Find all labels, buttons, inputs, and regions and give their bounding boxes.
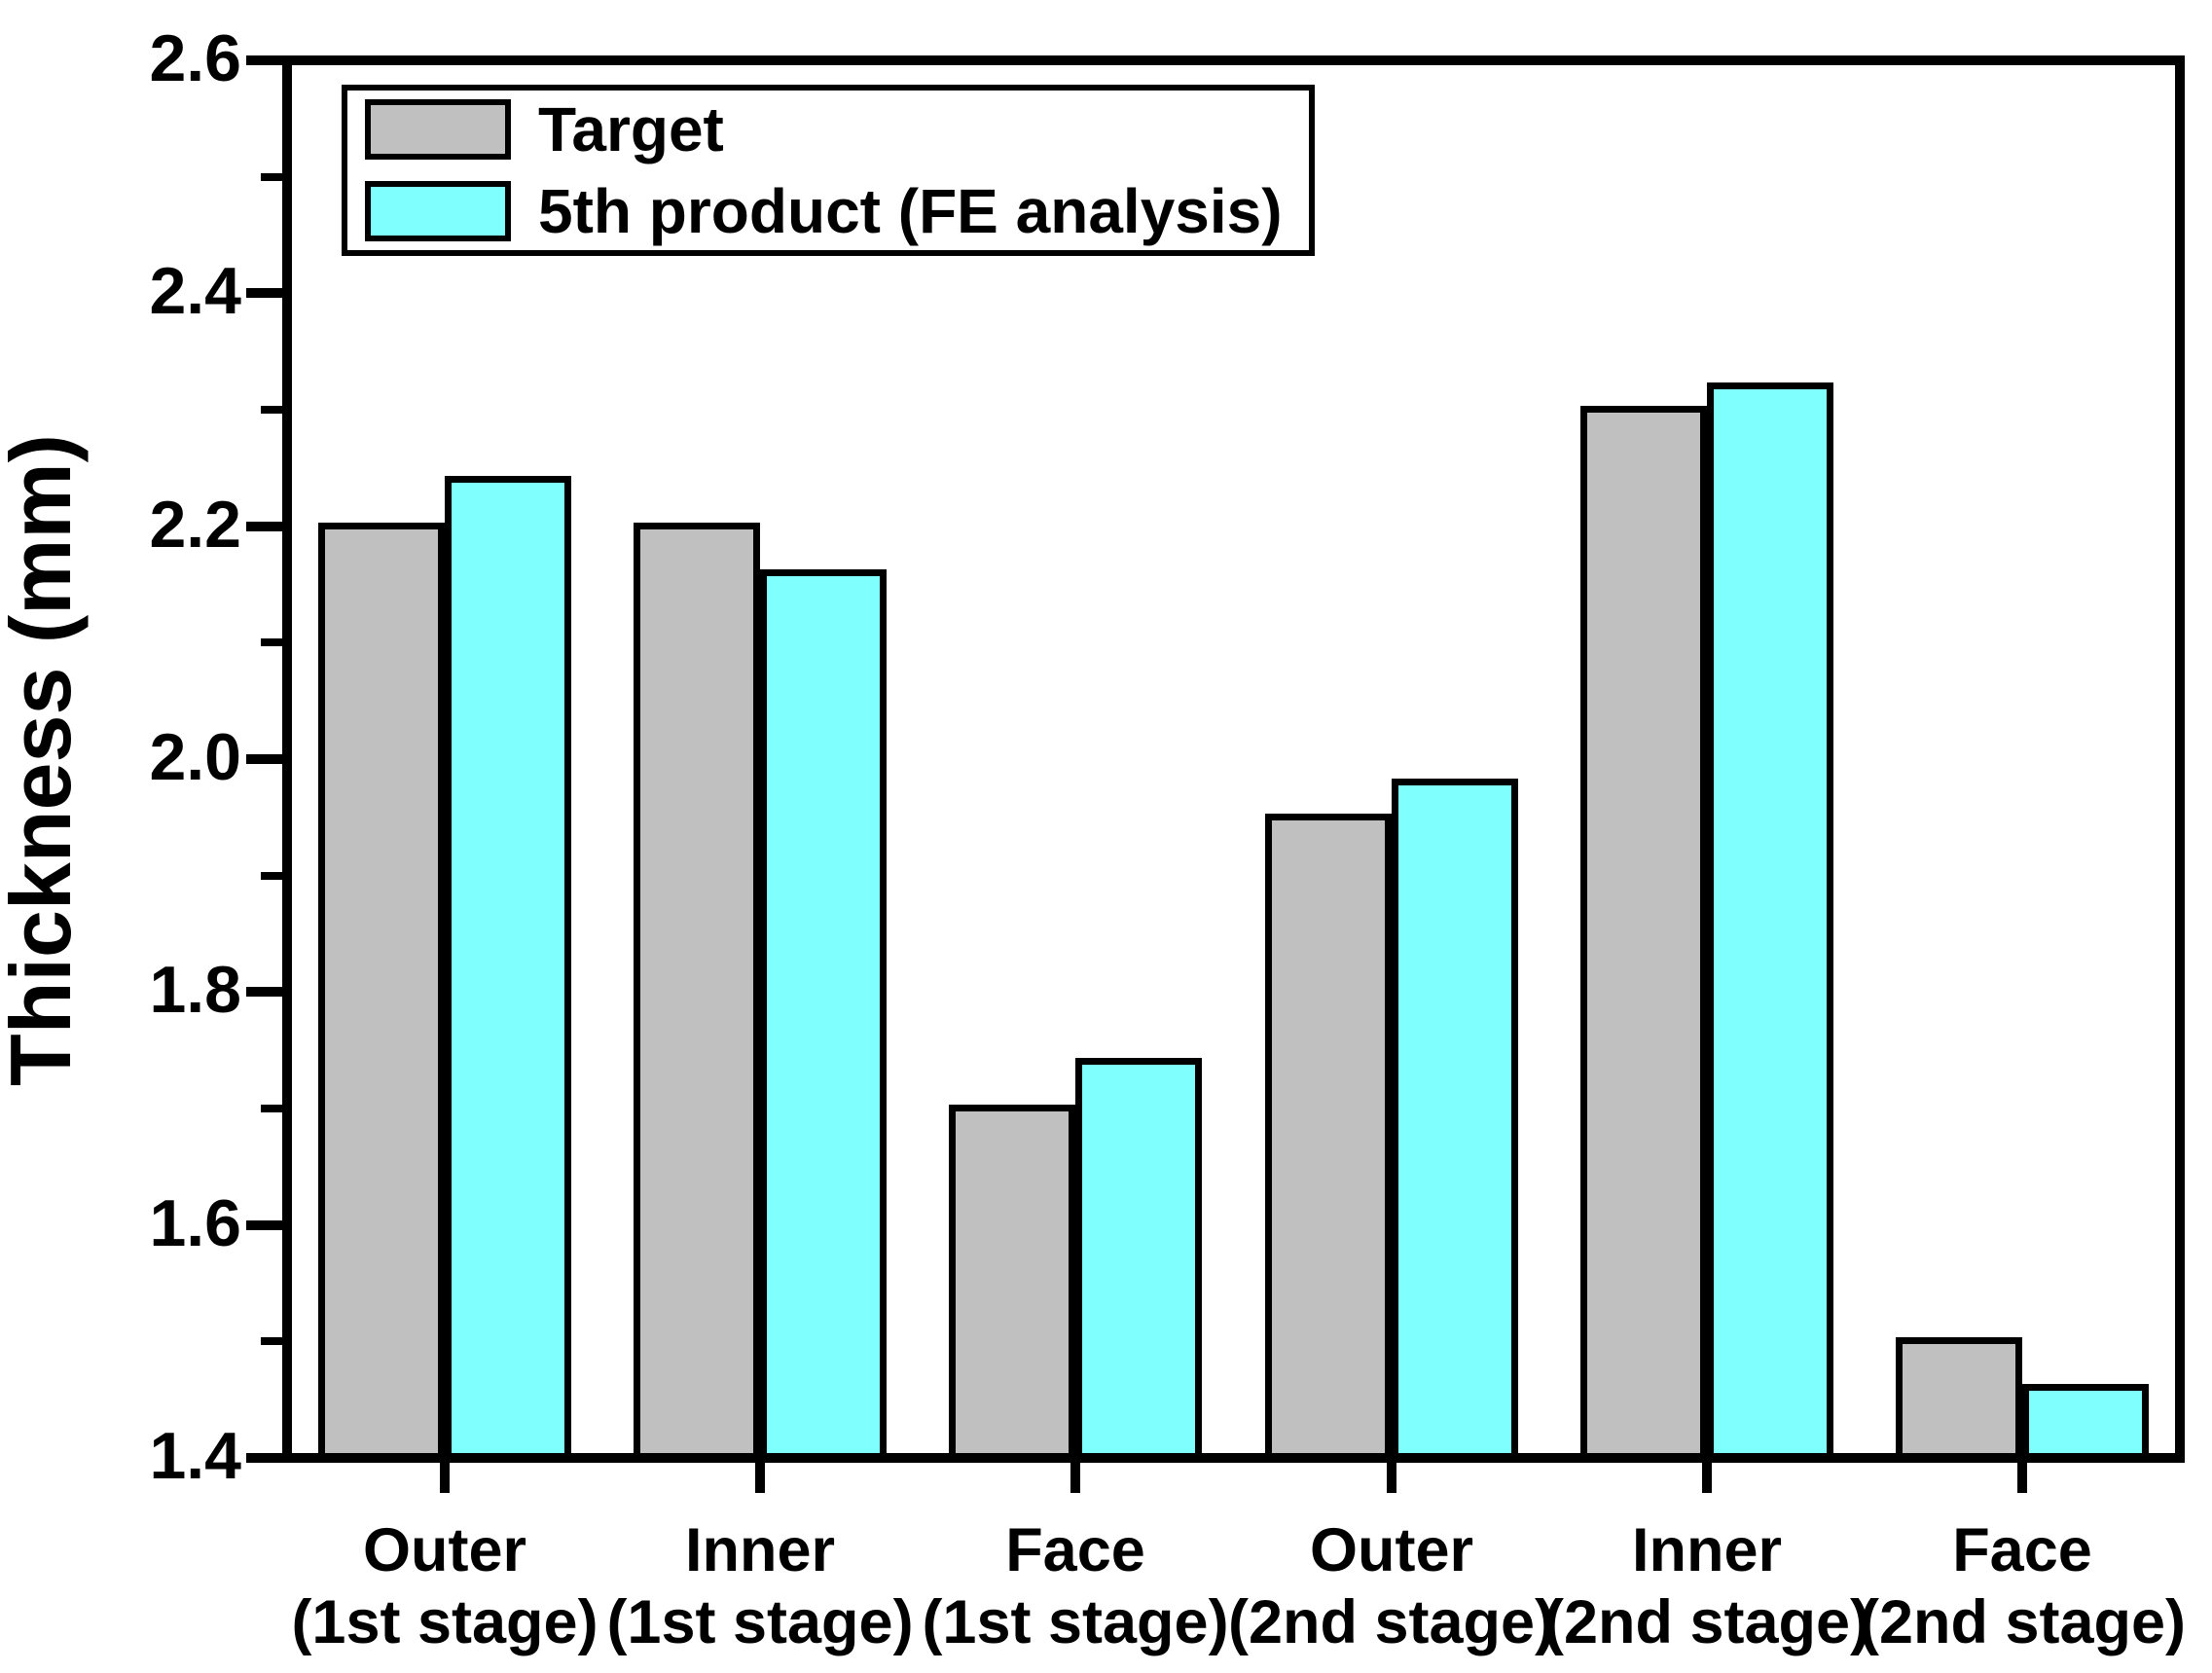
- legend-swatch-target: [365, 99, 511, 160]
- y-major-tick-1.4: [246, 1453, 286, 1463]
- x-tick-1: [440, 1460, 450, 1493]
- x-category-label-line: (1st stage): [291, 1588, 598, 1657]
- bar-5th-3: [1075, 1058, 1202, 1463]
- x-category-label-line: (2nd stage): [1542, 1588, 1871, 1657]
- y-minor-tick-1.7: [261, 1105, 286, 1112]
- legend-swatch-5th-product: [365, 181, 511, 241]
- x-category-label-line: Face: [1005, 1516, 1145, 1584]
- legend-entry-target: Target: [365, 98, 1309, 161]
- x-tick-3: [1070, 1460, 1080, 1493]
- y-minor-tick-2.1: [261, 638, 286, 646]
- bar-target-3: [949, 1105, 1075, 1463]
- x-tick-4: [1387, 1460, 1396, 1493]
- y-minor-tick-1.9: [261, 872, 286, 880]
- y-tick-label-2.2: 2.2: [149, 488, 241, 562]
- x-category-label-line: (1st stage): [606, 1588, 914, 1657]
- bar-target-5: [1580, 406, 1707, 1463]
- x-category-label-4: Outer (2nd stage): [1187, 1514, 1596, 1659]
- y-major-tick-2.2: [246, 522, 286, 531]
- y-minor-tick-2.5: [261, 173, 286, 181]
- y-major-tick-2.6: [246, 55, 286, 65]
- y-major-tick-1.6: [246, 1220, 286, 1230]
- bar-5th-4: [1392, 779, 1518, 1463]
- legend-label-5th-product: 5th product (FE analysis): [538, 176, 1283, 246]
- plot-frame: [282, 55, 2185, 1463]
- y-minor-tick-1.5: [261, 1337, 286, 1345]
- y-tick-label-1.4: 1.4: [149, 1419, 241, 1493]
- y-major-tick-2: [246, 754, 286, 764]
- x-category-label-line: Outer: [362, 1516, 527, 1584]
- y-tick-label-2: 2.0: [149, 720, 241, 794]
- x-tick-6: [2017, 1460, 2027, 1493]
- x-tick-2: [755, 1460, 765, 1493]
- legend-entry-5th-product: 5th product (FE analysis): [365, 180, 1309, 242]
- y-major-tick-1.8: [246, 987, 286, 997]
- y-tick-label-2.4: 2.4: [149, 254, 241, 328]
- y-minor-tick-2.3: [261, 406, 286, 414]
- x-category-label-line: Inner: [684, 1516, 836, 1584]
- x-category-label-5: Inner (2nd stage): [1503, 1514, 1911, 1659]
- bar-target-6: [1896, 1337, 2022, 1463]
- bar-5th-2: [760, 569, 887, 1463]
- x-category-label-line: (2nd stage): [1227, 1588, 1556, 1657]
- x-category-label-3: Face (1st stage): [871, 1514, 1280, 1659]
- legend-label-target: Target: [538, 94, 724, 164]
- y-major-tick-2.4: [246, 288, 286, 298]
- x-category-label-2: Inner (1st stage): [556, 1514, 964, 1659]
- bar-target-4: [1265, 814, 1392, 1463]
- x-category-label-line: Outer: [1309, 1516, 1474, 1584]
- x-category-label-line: (1st stage): [922, 1588, 1229, 1657]
- y-tick-label-2.6: 2.6: [149, 21, 241, 95]
- bar-5th-1: [445, 476, 571, 1463]
- x-tick-5: [1702, 1460, 1712, 1493]
- bar-target-2: [634, 523, 760, 1463]
- x-category-label-1: Outer (1st stage): [240, 1514, 649, 1659]
- x-category-label-line: Inner: [1631, 1516, 1783, 1584]
- x-category-label-line: (2nd stage): [1858, 1588, 2187, 1657]
- x-category-label-6: Face (2nd stage): [1818, 1514, 2212, 1659]
- bar-target-1: [318, 523, 445, 1463]
- y-tick-label-1.6: 1.6: [149, 1186, 241, 1260]
- x-category-label-line: Face: [1952, 1516, 2092, 1584]
- legend: Target 5th product (FE analysis): [342, 85, 1315, 256]
- y-tick-label-1.8: 1.8: [149, 953, 241, 1027]
